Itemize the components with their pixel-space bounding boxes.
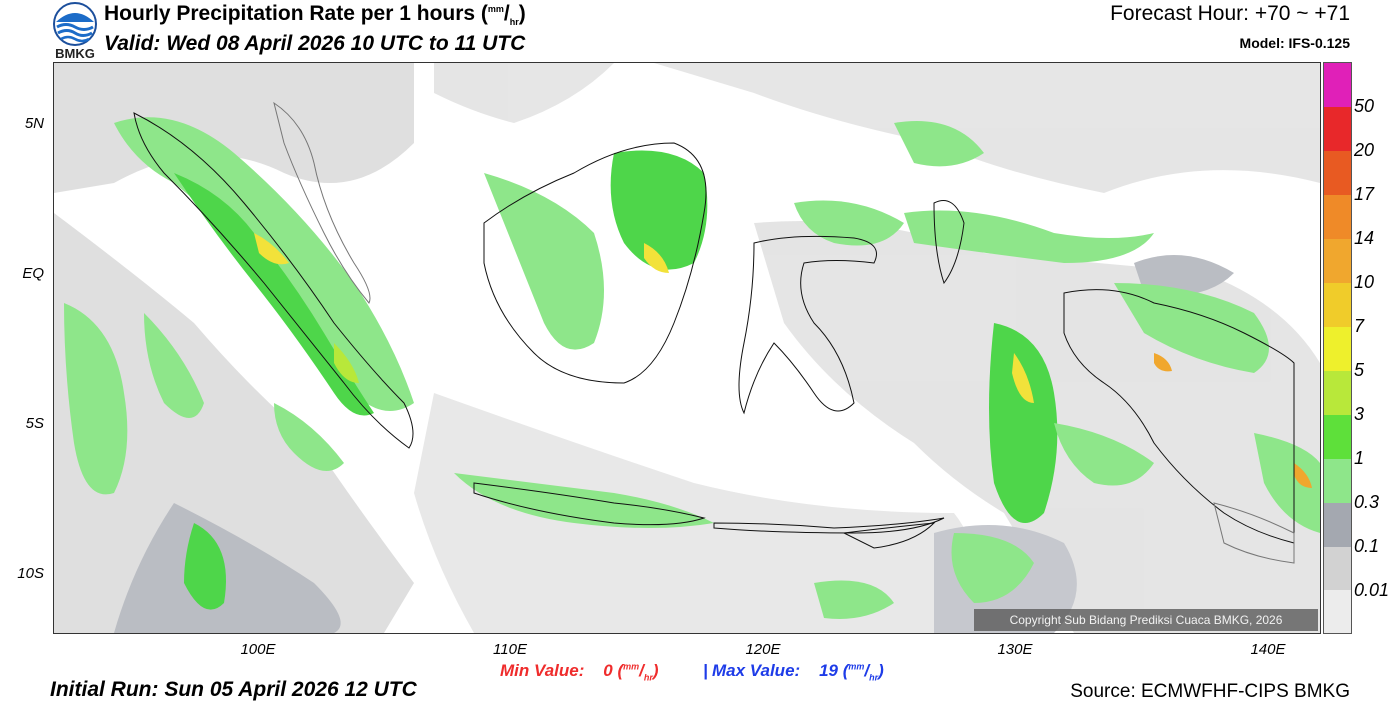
borneo-outline — [483, 142, 707, 384]
map-canvas — [54, 63, 1320, 633]
drizzle-patch — [54, 213, 414, 633]
colorbar-segment — [1324, 195, 1351, 239]
colorbar-label: 0.01 — [1354, 580, 1390, 600]
rain-cell — [814, 580, 894, 619]
rain-layer — [64, 117, 1320, 619]
rain-cell — [64, 303, 128, 495]
initial-run: Initial Run: Sun 05 April 2026 12 UTC — [50, 678, 417, 701]
sumatra-outline — [133, 112, 414, 449]
rain-core — [1294, 463, 1312, 488]
precipitation-map — [53, 62, 1321, 634]
rain-cell — [484, 173, 604, 350]
colorbar-label: 7 — [1354, 316, 1365, 336]
rain-core — [254, 233, 289, 265]
colorbar-segment — [1324, 547, 1351, 590]
colorbar-segment — [1324, 283, 1351, 327]
colorbar-segment — [1324, 415, 1351, 459]
lon-label-100e: 100E — [240, 641, 276, 658]
lat-label-5s: 5S — [25, 415, 44, 432]
colorbar-segment — [1324, 107, 1351, 151]
rain-cell — [174, 173, 374, 416]
rain-cell — [989, 323, 1058, 523]
colorbar-label: 17 — [1354, 184, 1375, 204]
lat-label-5n: 5N — [24, 115, 44, 132]
papua-outline — [1063, 289, 1295, 544]
model-name: Model: IFS-0.125 — [1239, 35, 1350, 51]
colorbar-label: 3 — [1354, 404, 1365, 424]
colorbar-segment — [1324, 151, 1351, 195]
colorbar-label: 20 — [1354, 140, 1375, 160]
lat-label-10s: 10S — [17, 565, 44, 582]
colorbar-label: 5 — [1354, 360, 1365, 380]
chart-title: Hourly Precipitation Rate per 1 hours (m… — [104, 2, 526, 28]
colorbar-label: 0.3 — [1354, 492, 1380, 512]
colorbar-label: 10 — [1354, 272, 1375, 292]
rain-cell — [1254, 433, 1320, 533]
forecast-hour: Forecast Hour: +70 ~ +71 — [1110, 2, 1350, 25]
nusa-tenggara-outline — [713, 517, 945, 534]
colorbar-segment — [1324, 239, 1351, 283]
lon-label-110e: 110E — [493, 641, 527, 658]
rain-cell — [951, 533, 1034, 603]
rain-cell — [274, 403, 344, 471]
drizzle-patch — [434, 63, 614, 123]
colorbar-segment — [1324, 590, 1351, 633]
rain-cell — [184, 523, 226, 610]
rain-cell — [894, 121, 984, 167]
malay-peninsula-outline — [273, 101, 371, 304]
stats-separator: | — [703, 661, 708, 680]
min-value: Min Value: 0 (mm/hr) — [500, 661, 659, 683]
drizzle-patch — [414, 393, 974, 633]
colorbar-label: 50 — [1354, 96, 1375, 116]
lat-label-eq: EQ — [22, 265, 44, 282]
max-value: Max Value: 19 (mm/hr) — [712, 661, 884, 683]
rain-cell — [904, 210, 1154, 263]
heavy-rain-layer — [254, 233, 1312, 488]
rain-cell — [454, 473, 714, 528]
drizzle-patch — [654, 63, 1320, 193]
logo-text: BMKG — [55, 46, 95, 60]
colorbar-segment — [1324, 371, 1351, 415]
data-source: Source: ECMWFHF-CIPS BMKG — [1070, 681, 1350, 702]
colorbar-label: 0.1 — [1354, 536, 1380, 556]
lon-label-120e: 120E — [745, 641, 781, 658]
rain-cell — [794, 200, 904, 246]
coastline-layer — [133, 101, 1295, 564]
rain-cell — [144, 313, 204, 418]
maluku-outline — [933, 200, 965, 285]
colorbar — [1323, 62, 1352, 634]
lon-label-140e: 140E — [1250, 641, 1286, 658]
timor-outline — [842, 522, 936, 549]
colorbar-segment — [1324, 63, 1351, 107]
rain-cell — [1114, 283, 1269, 373]
sulawesi-outline — [738, 235, 877, 415]
bmkg-logo: BMKG — [53, 2, 97, 60]
drizzle-layer — [54, 63, 1320, 633]
rain-core — [1012, 353, 1034, 403]
drizzle-patch — [114, 503, 341, 633]
rain-cell — [1054, 423, 1154, 486]
lon-label-130e: 130E — [997, 641, 1033, 658]
rain-core — [644, 243, 669, 273]
colorbar-segment — [1324, 503, 1351, 547]
drizzle-patch — [1134, 255, 1234, 296]
copyright-notice: Copyright Sub Bidang Prediksi Cuaca BMKG… — [974, 609, 1318, 631]
rain-core — [334, 343, 359, 383]
valid-time: Valid: Wed 08 April 2026 10 UTC to 11 UT… — [104, 32, 526, 55]
colorbar-label: 1 — [1354, 448, 1365, 468]
java-outline — [473, 482, 706, 526]
colorbar-label: 14 — [1354, 228, 1375, 248]
australia-outline — [1213, 502, 1295, 564]
rain-cell — [610, 150, 708, 270]
colorbar-segment — [1324, 327, 1351, 371]
colorbar-segment — [1324, 459, 1351, 503]
rain-core — [1154, 353, 1172, 372]
